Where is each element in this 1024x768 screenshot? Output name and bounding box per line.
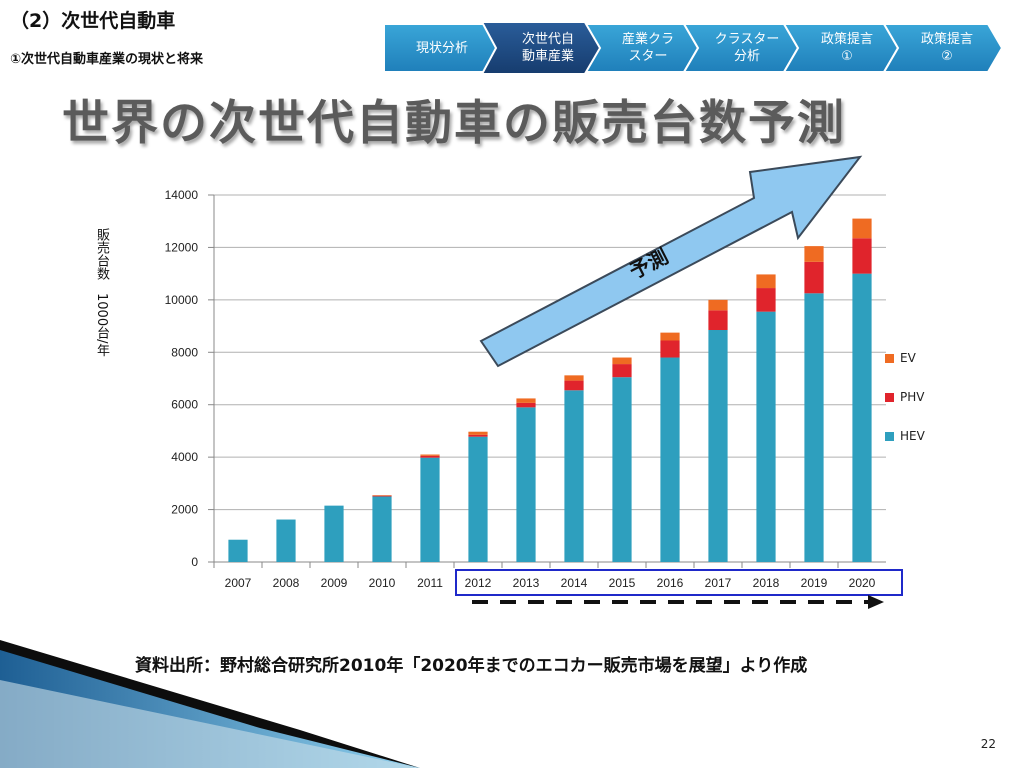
bar-hev-2018 (756, 311, 776, 562)
legend-swatch-phv (885, 392, 894, 402)
bar-hev-2011 (420, 457, 440, 562)
bar-ev-2018 (756, 274, 776, 289)
y-tick-label: 8000 (171, 345, 198, 359)
nav-step-1-label[interactable]: 現状分析 (415, 40, 468, 56)
bar-hev-2009 (324, 505, 344, 562)
source-note: 資料出所：野村総合研究所2010年「2020年までのエコカー販売市場を展望」より… (135, 656, 808, 676)
bar-ev-2011 (420, 454, 440, 456)
bar-phv-2018 (756, 288, 776, 312)
bar-hev-2008 (276, 519, 296, 562)
nav-step-4-label[interactable]: クラスター 分析 (714, 32, 780, 64)
forecast-arrowhead (868, 595, 884, 609)
bar-ev-2014 (564, 375, 584, 381)
legend-swatch-ev (885, 353, 894, 363)
bar-ev-2019 (804, 246, 824, 262)
forecast-highlight-box (455, 569, 903, 596)
bar-ev-2017 (708, 299, 728, 311)
bar-hev-2014 (564, 390, 584, 562)
legend-swatch-hev (885, 431, 894, 441)
legend-label-hev: HEV (900, 429, 925, 443)
x-tick-label: 2007 (225, 576, 252, 590)
legend-label-phv: PHV (900, 390, 925, 404)
bar-phv-2015 (612, 364, 632, 378)
bar-hev-2012 (468, 436, 488, 562)
nav-step-6[interactable] (882, 23, 1004, 73)
bar-ev-2012 (468, 431, 488, 435)
slide-title: 世界の次世代自動車の販売台数予測 (62, 96, 846, 151)
y-tick-label: 10000 (165, 293, 199, 307)
x-tick-label: 2019 (801, 576, 828, 590)
x-tick-label: 2016 (657, 576, 684, 590)
section-title: （2）次世代自動車 (10, 10, 176, 32)
x-tick-label: 2010 (369, 576, 396, 590)
bar-hev-2007 (228, 539, 248, 562)
bar-ev-2015 (612, 357, 632, 365)
y-tick-label: 0 (191, 555, 198, 569)
x-tick-label: 2013 (513, 576, 540, 590)
y-tick-label: 6000 (171, 398, 198, 412)
y-tick-label: 2000 (171, 503, 198, 517)
bar-hev-2019 (804, 293, 824, 562)
nav-step-3-label[interactable]: 産業クラ スター (621, 32, 674, 64)
x-tick-label: 2014 (561, 576, 588, 590)
legend-item-hev: HEV (885, 428, 925, 444)
x-tick-label: 2018 (753, 576, 780, 590)
legend-item-ev: EV (885, 350, 925, 366)
legend-label-ev: EV (900, 351, 916, 365)
y-tick-label: 12000 (165, 240, 199, 254)
bar-phv-2019 (804, 261, 824, 294)
bar-ev-2013 (516, 398, 536, 403)
bar-phv-2020 (852, 238, 872, 274)
bar-phv-2017 (708, 310, 728, 331)
bar-phv-2016 (660, 340, 680, 358)
nav-step-2[interactable] (480, 22, 604, 74)
nav-step-2-label[interactable]: 次世代自 動車産業 (521, 32, 574, 64)
x-tick-label: 2020 (849, 576, 876, 590)
bar-hev-2015 (612, 377, 632, 562)
bar-hev-2013 (516, 407, 536, 562)
x-tick-label: 2008 (273, 576, 300, 590)
bar-ev-2016 (660, 332, 680, 341)
x-tick-label: 2012 (465, 576, 492, 590)
page-number: 22 (980, 737, 996, 751)
x-tick-label: 2011 (417, 576, 443, 590)
sub-title: ①次世代自動車産業の現状と将来 (10, 52, 204, 67)
legend-item-phv: PHV (885, 389, 925, 405)
bar-hev-2016 (660, 357, 680, 562)
x-tick-label: 2017 (705, 576, 732, 590)
nav-step-5-label[interactable]: 政策提言 ① (820, 32, 873, 64)
y-tick-label: 14000 (165, 188, 199, 202)
decorative-swoosh (0, 640, 420, 768)
process-nav (384, 22, 1004, 74)
bar-ev-2010 (372, 495, 392, 496)
forecast-big-arrow (479, 155, 863, 368)
y-axis-label: 販売台数 1000台/年 (94, 228, 109, 357)
chart-legend: EV PHV HEV (885, 350, 925, 467)
bar-phv-2014 (564, 380, 584, 391)
bar-phv-2010 (372, 495, 392, 497)
x-tick-label: 2015 (609, 576, 636, 590)
x-tick-label: 2009 (321, 576, 348, 590)
bar-phv-2012 (468, 434, 488, 437)
bar-hev-2010 (372, 496, 392, 562)
bar-hev-2020 (852, 273, 872, 562)
bar-ev-2020 (852, 218, 872, 239)
bar-phv-2013 (516, 402, 536, 408)
bar-hev-2017 (708, 330, 728, 562)
nav-step-6-label[interactable]: 政策提言 ② (920, 32, 973, 64)
y-tick-label: 4000 (171, 450, 198, 464)
bar-phv-2011 (420, 455, 440, 458)
